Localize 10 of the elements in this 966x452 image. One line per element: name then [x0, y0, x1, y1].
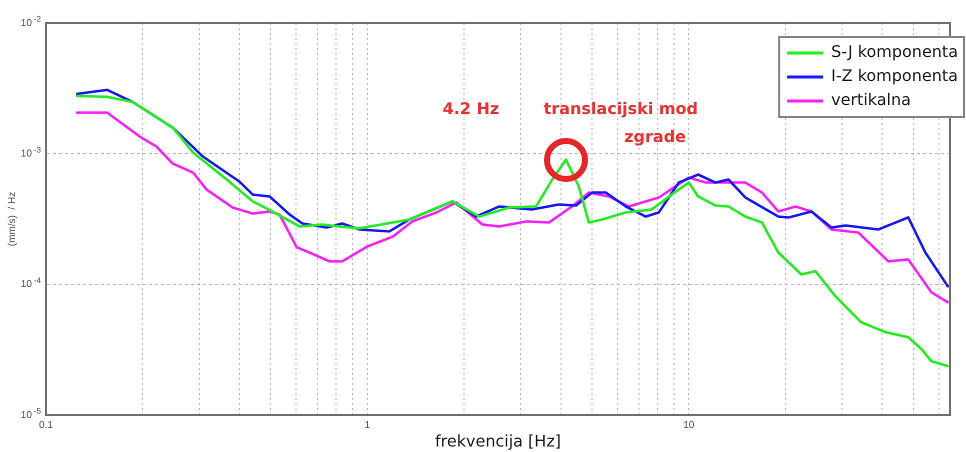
annotation: 4.2 Hz [442, 99, 500, 118]
x-tick-label: 10 [683, 420, 695, 431]
x-tick-label: 0.1 [39, 420, 54, 431]
annotation: translacijski mod zgrade [544, 98, 698, 146]
x-axis-title: frekvencija [Hz] [435, 432, 561, 451]
legend-label: S-J komponenta [831, 42, 958, 62]
y-axis-title: (mm/s) / Hz [6, 192, 18, 246]
legend-label: vertikalna [831, 90, 911, 110]
x-tick-label: 1 [364, 420, 371, 431]
legend-label: I-Z komponenta [831, 66, 958, 86]
